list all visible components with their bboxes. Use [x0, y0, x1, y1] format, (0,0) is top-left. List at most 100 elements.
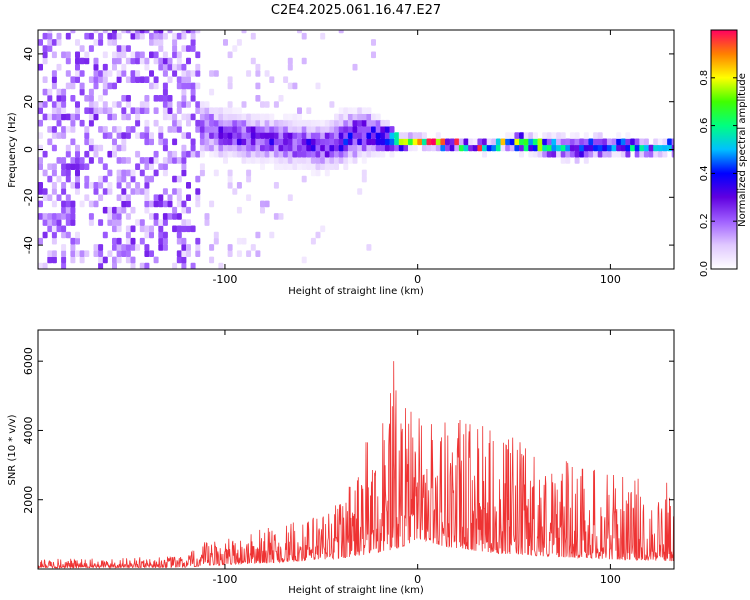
spectrogram-cell [486, 138, 492, 146]
spectrogram-cell [130, 107, 136, 114]
spectrogram-cell [209, 144, 215, 152]
spectrogram-cell [236, 250, 242, 257]
spectrogram-cell [195, 200, 201, 208]
spectrogram-cell [227, 107, 233, 114]
spectrogram-cell [121, 194, 127, 201]
spectrogram-cell [195, 194, 201, 201]
spectrogram-cell [102, 101, 108, 108]
spectrogram-cell [93, 113, 99, 121]
spectrogram-cell [162, 231, 168, 239]
spectrogram-x-axis-label: Height of straight line (km) [288, 286, 424, 297]
spectrogram-cell [338, 132, 344, 139]
spectrogram-cell [292, 144, 298, 152]
spectrogram-cell [199, 144, 205, 152]
spectrogram-cell [338, 107, 344, 114]
spectrogram-cell [107, 113, 113, 121]
spectrogram-cell [320, 144, 326, 152]
spectrogram-cell [144, 126, 150, 133]
spectrogram-cell [79, 250, 85, 257]
spectrogram-cell [329, 132, 335, 139]
spectrogram-cell [551, 138, 557, 146]
spectrogram-cell [162, 163, 168, 170]
spectrogram-cell [125, 200, 131, 208]
spectrogram-cell [241, 157, 247, 164]
spectrogram-cell [144, 107, 150, 114]
spectrogram-cell [329, 119, 335, 127]
spectrogram-cell [162, 188, 168, 195]
spectrogram-cell [310, 163, 316, 170]
spectrogram-cell [51, 182, 57, 189]
spectrogram-cell [176, 82, 182, 90]
spectrogram-cell [574, 132, 580, 139]
spectrogram-cell [181, 101, 187, 108]
spectrogram-cell [602, 144, 608, 152]
spectrogram-cell [135, 150, 141, 158]
spectrogram-cell [102, 70, 108, 77]
spectrogram-cell [565, 138, 571, 146]
spectrogram-cell [301, 150, 307, 158]
spectrogram-cell [477, 144, 483, 152]
spectrogram-cell [246, 138, 252, 146]
spectrogram-cell [306, 157, 312, 164]
spectrogram-cell [107, 70, 113, 77]
spectrogram-cell [334, 150, 339, 158]
spectrogram-cell [343, 126, 349, 133]
spectrogram-cell [181, 95, 187, 102]
spectrogram-cell [264, 144, 270, 152]
spectrogram-cell [361, 126, 367, 133]
spectrogram-cell [301, 119, 307, 127]
spectrogram-cell [84, 51, 90, 59]
spectrogram-cell [412, 132, 418, 139]
spectrogram-cell [602, 150, 608, 158]
spectrogram-cell [84, 194, 90, 201]
spectrogram-cell [144, 194, 150, 201]
spectrogram-cell [181, 237, 187, 245]
spectrogram-y-tick-label: 0 [22, 146, 35, 153]
spectrogram-cell [273, 163, 279, 170]
spectrogram-cell [260, 113, 265, 121]
spectrogram-cell [371, 144, 376, 152]
spectrogram-cell [223, 126, 228, 133]
spectrogram-cell [162, 138, 168, 146]
spectrogram-cell [121, 206, 127, 214]
spectrogram-cell [195, 188, 201, 195]
spectrogram-cell [98, 95, 104, 102]
spectrogram-cell [505, 138, 511, 146]
spectrogram-cell [181, 256, 187, 264]
spectrogram-cell [347, 132, 353, 139]
spectrogram-cell [292, 138, 298, 146]
spectrogram-cell [528, 144, 534, 152]
spectrogram-cell [292, 113, 298, 121]
spectrogram-cell [611, 138, 617, 146]
spectrogram-cell [667, 144, 673, 152]
spectrogram-cell [75, 51, 80, 59]
spectrogram-cell [116, 206, 122, 214]
spectrogram-cell [56, 107, 62, 114]
spectrogram-cell [657, 144, 663, 152]
spectrogram-cell [366, 144, 372, 152]
spectrogram-cell [352, 119, 358, 127]
spectrogram-cell [334, 144, 339, 152]
spectrogram-cell [158, 132, 164, 139]
spectrogram-cell [51, 256, 57, 264]
spectrogram-cell [204, 138, 210, 146]
spectrogram-cell [292, 163, 298, 170]
spectrogram-cell [139, 262, 145, 269]
spectrogram-cell [162, 200, 168, 208]
spectrogram-cell [560, 144, 566, 152]
spectrogram-cell [324, 138, 330, 146]
spectrogram-cell [51, 219, 57, 226]
spectrogram-cell [352, 113, 358, 121]
spectrogram-cell [491, 138, 497, 146]
spectrogram-cell [435, 138, 441, 146]
spectrogram-cell [75, 237, 80, 245]
spectrogram-cell [186, 70, 191, 77]
spectrogram-cell [102, 126, 108, 133]
spectrogram-cell [167, 213, 173, 220]
spectrogram-cell [56, 88, 62, 96]
spectrogram-cell [93, 82, 99, 90]
spectrogram-cell [42, 45, 48, 52]
spectrogram-cell [246, 70, 252, 77]
spectrogram-cell [112, 219, 117, 226]
spectrogram-cell [116, 144, 122, 152]
